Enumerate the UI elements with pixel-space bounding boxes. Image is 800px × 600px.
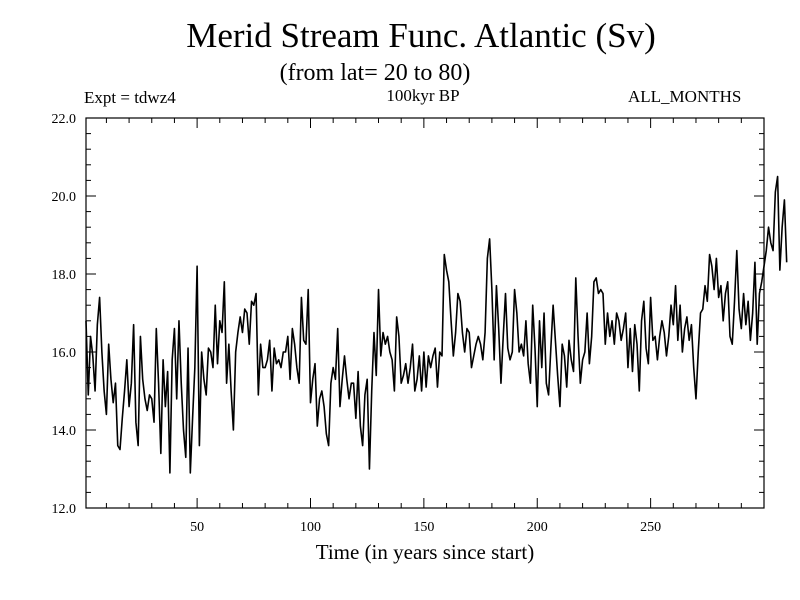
y-tick-label: 16.0 [52,346,77,361]
chart-title: Merid Stream Func. Atlantic (Sv) [186,16,656,55]
chart-subtitle: (from lat= 20 to 80) [279,60,471,86]
months-label: ALL_MONTHS [628,87,742,106]
y-tick-label: 18.0 [52,268,77,283]
y-tick-label: 20.0 [52,190,77,205]
y-tick-label: 12.0 [52,502,77,517]
plot-frame [85,117,765,509]
x-axis-label: Time (in years since start) [315,540,535,564]
y-tick-label: 22.0 [52,112,77,127]
axis-ticks [86,118,764,508]
period-label: 100kyr BP [386,86,460,105]
experiment-label: Expt = tdwz4 [84,88,176,107]
series-line [85,175,788,474]
x-tick-label: 100 [300,520,321,535]
x-tick-label: 50 [190,520,204,535]
axis-tick-labels: 50 100 150 200 250 12.0 14.0 16.0 18.0 20.0 22.0 [52,112,662,535]
y-tick-label: 14.0 [52,424,77,439]
x-tick-label: 150 [413,520,434,535]
x-tick-label: 250 [640,520,661,535]
x-tick-label: 200 [527,520,548,535]
